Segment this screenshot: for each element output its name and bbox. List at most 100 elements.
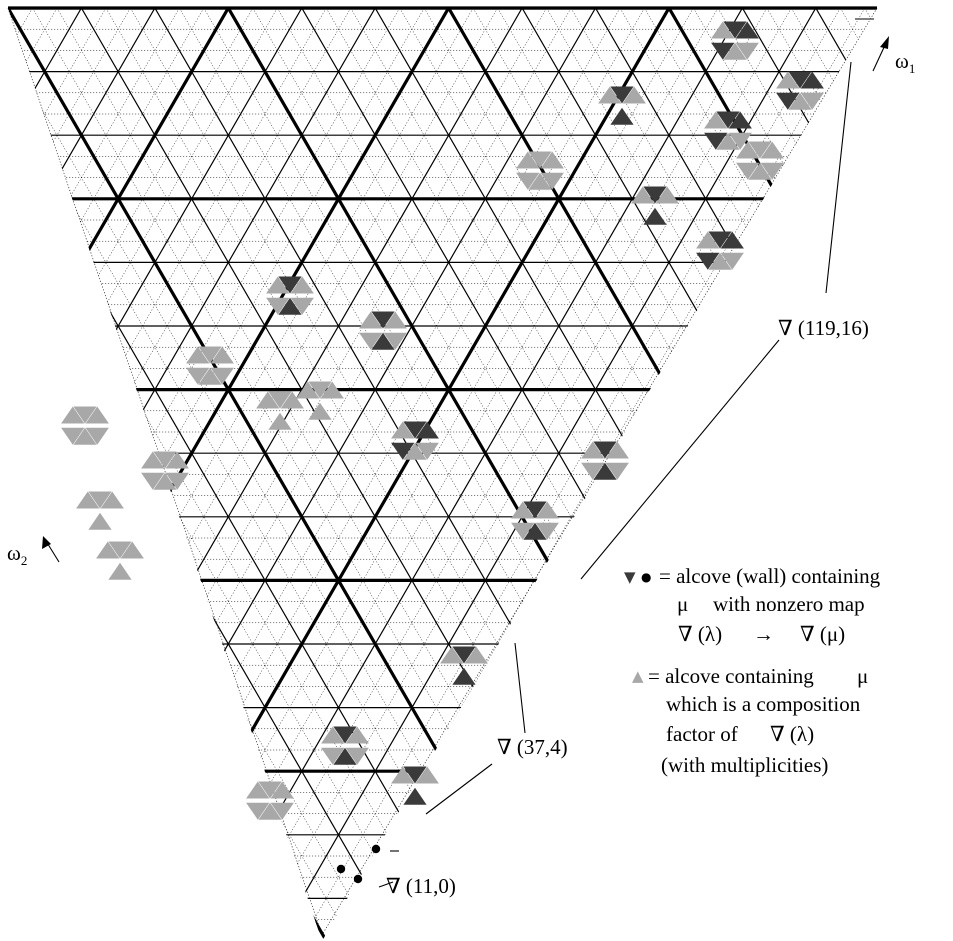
leader-37-top [514,642,526,734]
dotted-line-diagonal [8,8,9,941]
dark-alcove-marker [278,276,302,294]
light-alcove-marker [631,186,655,204]
dark-alcove-marker [728,111,752,129]
leader-37-bottom [425,763,493,815]
dotted-line-diagonal [668,8,877,941]
light-alcove-marker [268,412,292,430]
dark-alcove-marker [371,332,395,350]
light-alcove-marker [61,427,85,445]
dotted-line-diagonal [815,8,877,941]
light-alcove-marker [345,726,369,744]
light-alcove-marker [141,472,165,490]
legend-dot-icon: ● [641,570,651,584]
weight-dot [336,864,346,874]
light-alcove-marker [511,522,535,540]
light-alcove-marker [321,747,345,765]
dotted-line-diagonal [8,8,82,941]
dotted-line-diagonal [864,8,877,941]
dark-alcove-marker [452,667,476,685]
light-alcove-marker [415,442,439,460]
light-alcove-marker [788,92,812,110]
light-alcove-marker [88,512,112,530]
dark-alcove-marker [776,92,800,110]
light-alcove-marker [711,21,735,39]
nonzero-map-alcoves [278,21,824,805]
light-alcove-marker [165,451,189,469]
legend-line-1: = alcove (wall) containing [659,564,881,588]
legend-line-4: = alcove containing [648,664,814,688]
dark-alcove-marker [415,421,439,439]
light-alcove-marker [540,151,564,169]
light-alcove-marker [511,501,535,519]
leader-11 [378,881,394,888]
alcove-line-diagonal [423,8,877,941]
light-alcove-marker [270,802,294,820]
dotted-line-diagonal [766,8,877,941]
light-alcove-marker [258,802,282,820]
dotted-line-diagonal [644,8,877,941]
light-alcove-marker [210,367,234,385]
dotted-line-diagonal [448,8,877,941]
light-alcove-marker [100,491,124,509]
weight-dot [353,874,363,884]
light-alcove-marker [704,111,728,129]
legend-line-5: which is a composition [666,692,861,716]
light-alcove-marker [723,42,747,60]
legend-line-3-arrow: → [753,622,774,646]
dark-alcove-marker [708,231,732,249]
alcove-line-diagonal [448,8,877,941]
dotted-line-diagonal [864,8,877,941]
light-alcove-marker [516,151,540,169]
light-alcove-marker [270,781,294,799]
light-alcove-marker [256,391,280,409]
dark-alcove-marker [735,21,759,39]
light-alcove-marker [415,766,439,784]
wall-line-diagonal [8,8,230,941]
alcove-line-diagonal [56,8,597,941]
light-alcove-marker [383,311,407,329]
wall-line-diagonal [789,8,877,941]
dark-alcove-marker [523,522,547,540]
light-alcove-marker [73,406,97,424]
light-alcove-marker [246,802,270,820]
dotted-line-diagonal [914,8,953,941]
dotted-line-diagonal [914,8,953,941]
dark-alcove-marker [800,71,824,89]
light-alcove-marker [96,541,120,559]
dark-alcove-marker [333,747,357,765]
light-alcove-marker [440,646,464,664]
dark-alcove-marker [333,726,357,744]
alcove-line-diagonal [8,8,254,941]
light-alcove-marker [76,491,100,509]
alcove-line-diagonal [938,8,953,941]
dark-alcove-marker [716,111,740,129]
light-alcove-marker [359,332,383,350]
light-alcove-marker [760,141,784,159]
light-alcove-marker [800,92,824,110]
dotted-line-diagonal [791,8,877,941]
dotted-line-diagonal [227,8,768,941]
light-alcove-marker [748,162,772,180]
dotted-line-diagonal [179,8,719,941]
dotted-line-diagonal [32,8,572,941]
dark-alcove-marker [723,21,747,39]
dotted-line-diagonal [938,8,953,941]
light-alcove-marker [320,381,344,399]
module-label-37-4: ∇ (37,4) [497,735,568,759]
dark-alcove-marker [523,501,547,519]
light-alcove-marker [391,766,415,784]
dark-alcove-marker [403,766,427,784]
dotted-line-diagonal [938,8,953,941]
light-alcove-marker [88,491,112,509]
light-alcove-marker [141,451,165,469]
light-alcove-marker [720,252,744,270]
light-alcove-marker [708,252,732,270]
dotted-line-diagonal [619,8,877,941]
light-alcove-marker [622,86,646,104]
alcove-line-diagonal [8,8,156,941]
light-alcove-marker [345,747,369,765]
light-alcove-marker [266,297,290,315]
light-alcove-marker [321,726,345,744]
light-alcove-marker [736,141,760,159]
alcove-line-diagonal [203,8,743,941]
